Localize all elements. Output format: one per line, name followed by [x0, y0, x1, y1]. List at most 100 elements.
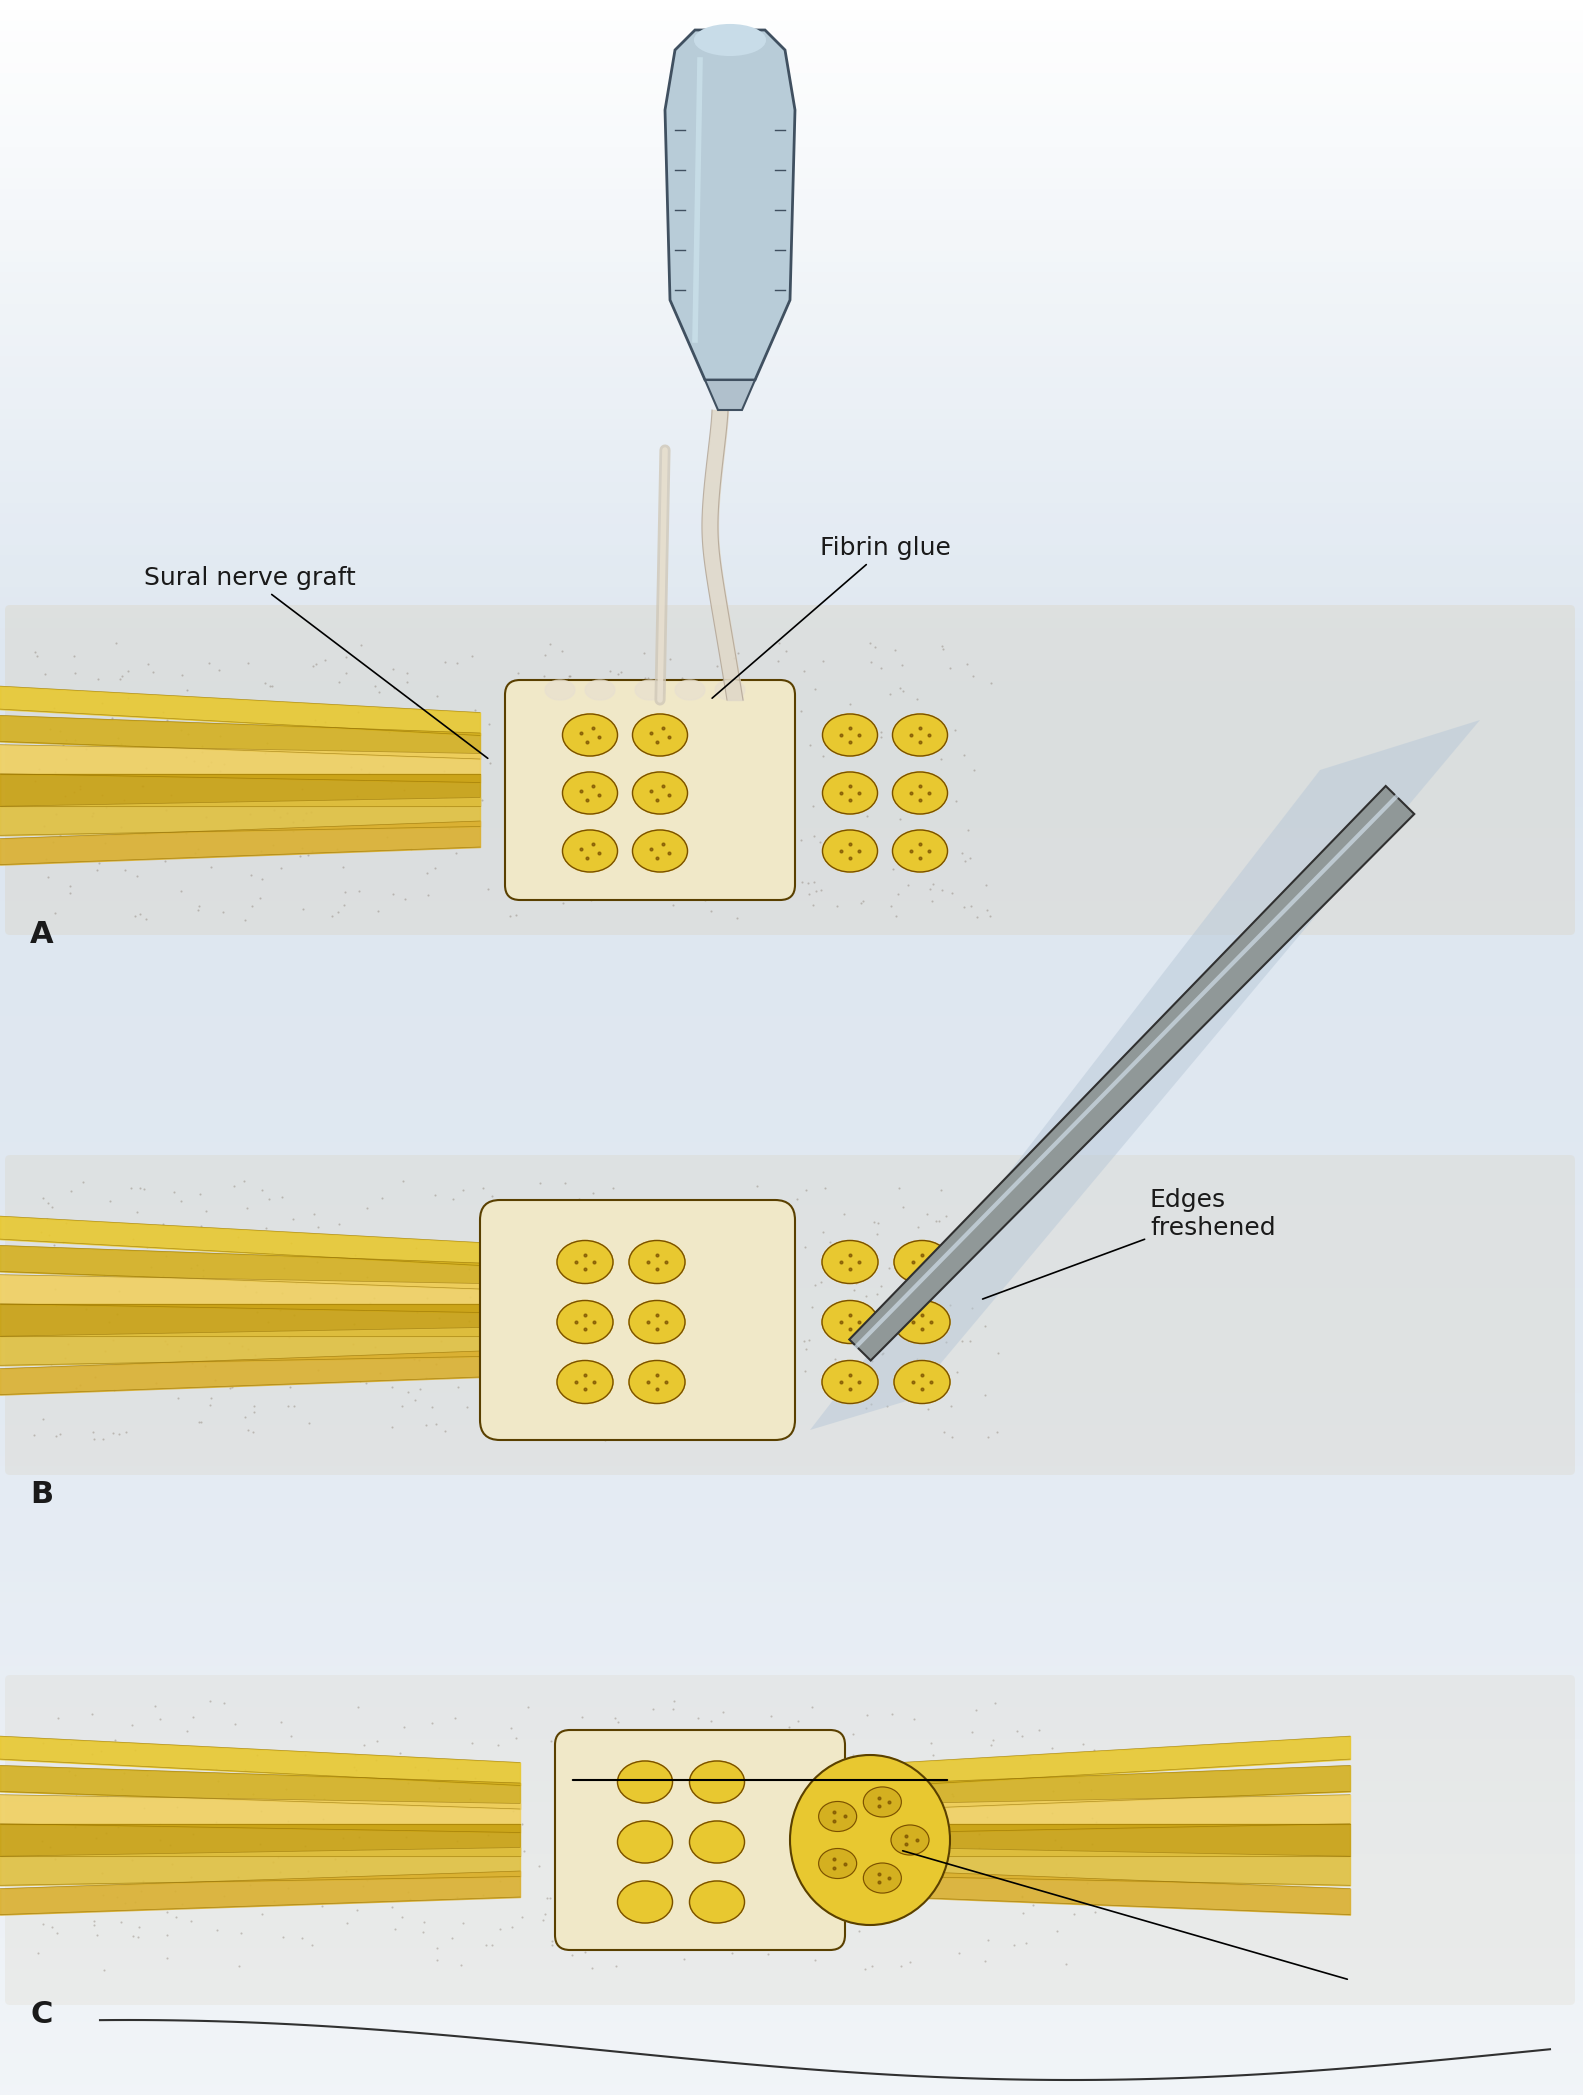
Point [958, 1324, 983, 1358]
Point [792, 1324, 817, 1358]
Point [241, 1416, 266, 1450]
Point [917, 1800, 942, 1833]
Point [81, 1416, 106, 1450]
Point [847, 1747, 872, 1781]
Point [894, 1890, 920, 1923]
Point [912, 760, 937, 794]
Point [932, 838, 958, 872]
Point [404, 689, 429, 723]
Point [236, 1414, 261, 1448]
Point [62, 639, 87, 672]
Point [130, 769, 155, 802]
Point [524, 794, 549, 828]
Point [779, 777, 804, 811]
Point [396, 1766, 421, 1800]
Point [503, 1722, 529, 1756]
Point [752, 851, 777, 884]
Point [415, 857, 440, 890]
Point [662, 1314, 687, 1347]
Point [785, 1703, 810, 1737]
Point [872, 1871, 898, 1904]
Point [423, 1291, 448, 1324]
Point [367, 1355, 393, 1389]
Point [883, 899, 909, 932]
Point [784, 1854, 809, 1888]
Point [207, 754, 233, 788]
Point [918, 874, 943, 907]
Point [746, 752, 771, 786]
Point [647, 1188, 673, 1221]
Point [711, 1695, 736, 1728]
Point [282, 1297, 307, 1330]
Ellipse shape [863, 1862, 901, 1894]
Point [377, 714, 402, 748]
Point [457, 1783, 483, 1816]
Point [302, 1265, 328, 1299]
Point [1080, 1802, 1105, 1835]
Point [1065, 1766, 1091, 1800]
Point [940, 876, 966, 909]
Point [84, 1919, 109, 1953]
Point [700, 1825, 725, 1858]
Point [404, 1295, 429, 1328]
Point [275, 1871, 301, 1904]
Point [844, 1265, 869, 1299]
Point [296, 1406, 321, 1439]
Point [450, 1173, 475, 1207]
Point [24, 639, 49, 672]
Point [915, 1198, 940, 1232]
Point [758, 1699, 784, 1733]
Point [378, 765, 404, 798]
Point [28, 1825, 54, 1858]
Point [478, 1389, 503, 1423]
Point [179, 1347, 204, 1381]
Point [204, 1764, 230, 1798]
Point [456, 1253, 481, 1286]
Point [169, 1888, 195, 1921]
Point [198, 1381, 223, 1414]
Point [389, 1389, 415, 1423]
Point [810, 740, 836, 773]
Point [1013, 1925, 1038, 1959]
Ellipse shape [822, 1240, 879, 1284]
Point [665, 1362, 690, 1395]
Point [249, 1173, 274, 1207]
Point [277, 1320, 302, 1353]
Point [858, 626, 883, 660]
Point [543, 702, 568, 735]
Point [166, 1335, 192, 1368]
Point [366, 895, 391, 928]
Point [964, 1693, 989, 1726]
Point [810, 645, 836, 679]
Point [52, 779, 78, 813]
Point [505, 811, 530, 844]
Point [302, 647, 328, 681]
Point [260, 828, 285, 861]
Point [323, 1844, 348, 1877]
Point [972, 1192, 997, 1226]
Point [780, 1282, 806, 1316]
Point [803, 874, 828, 907]
Point [1084, 1806, 1110, 1839]
Point [975, 1923, 1000, 1957]
Point [898, 1804, 923, 1837]
Point [681, 1249, 706, 1282]
Point [853, 1280, 879, 1314]
Point [758, 1921, 784, 1955]
Ellipse shape [557, 1360, 613, 1404]
Point [847, 733, 872, 767]
Point [320, 899, 345, 932]
Point [497, 723, 522, 756]
Point [915, 1393, 940, 1427]
Point [334, 1854, 359, 1888]
Point [93, 1816, 119, 1850]
Point [196, 1389, 222, 1423]
Point [445, 1370, 470, 1404]
Point [904, 1255, 929, 1288]
Point [500, 687, 526, 721]
Point [1010, 1896, 1035, 1929]
Point [391, 773, 416, 807]
Point [32, 809, 57, 842]
Point [853, 1332, 879, 1366]
Point [641, 846, 666, 880]
